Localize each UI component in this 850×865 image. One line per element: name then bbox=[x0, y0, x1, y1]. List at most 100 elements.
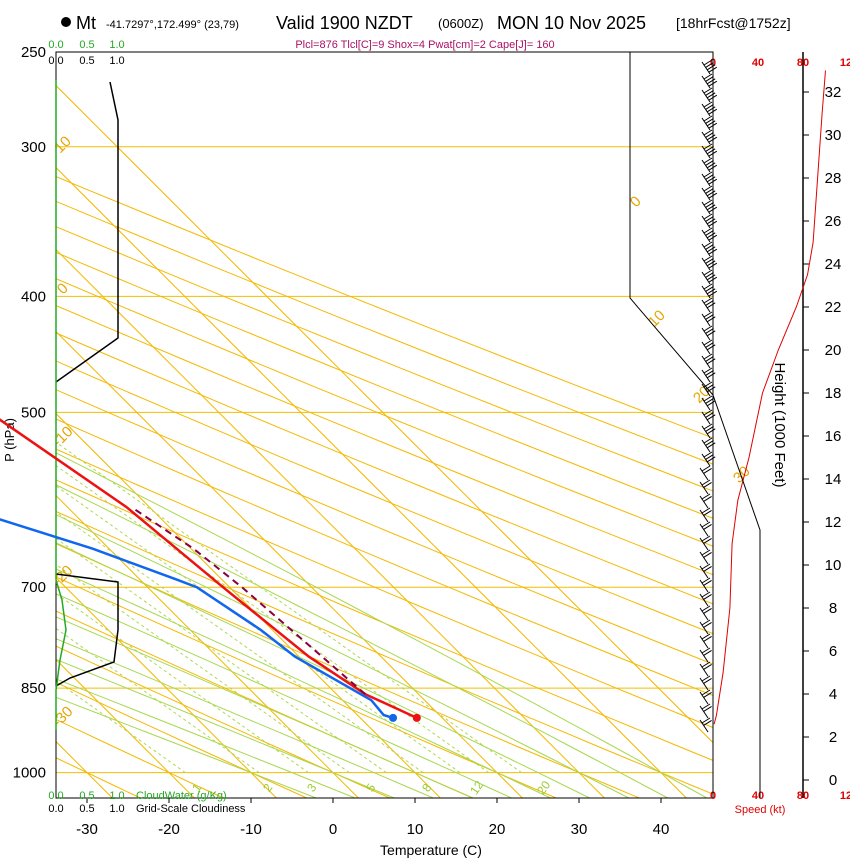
temperature-tick-label: 30 bbox=[571, 821, 588, 838]
moist-adiabat-line bbox=[56, 696, 317, 798]
height-tick-label: 30 bbox=[825, 127, 842, 144]
profile-dewpoint bbox=[0, 518, 394, 720]
pressure-tick-label: 500 bbox=[21, 404, 46, 421]
dry-adiabat-line bbox=[56, 576, 557, 798]
wind-barb-icon bbox=[701, 185, 718, 201]
wind-barb-icon bbox=[699, 619, 712, 635]
height-tick-label: 20 bbox=[825, 342, 842, 359]
surface-point-dewpoint bbox=[389, 713, 398, 722]
wind-barb-icon bbox=[701, 255, 718, 271]
dry-adiabat-line bbox=[56, 543, 640, 798]
moist-adiabat-line bbox=[56, 678, 356, 798]
mixing-ratio-line bbox=[56, 680, 186, 774]
height-tick-label: 16 bbox=[825, 428, 842, 445]
x-axis-title: Temperature (C) bbox=[380, 842, 482, 858]
station-dot-icon bbox=[61, 17, 71, 27]
zulu-time: (0600Z) bbox=[438, 16, 484, 31]
cloud-water-tick-top: 0.0 bbox=[48, 39, 63, 51]
boundary-line bbox=[629, 52, 761, 798]
moist-adiabat-line bbox=[56, 452, 708, 798]
cloud-water-tick-top: 0.5 bbox=[79, 39, 94, 51]
wind-barb-icon bbox=[701, 101, 718, 117]
wind-barb-icon bbox=[699, 479, 712, 495]
wind-barb-icon bbox=[701, 129, 718, 145]
cloudiness-label: Grid-Scale Cloudiness bbox=[136, 803, 246, 815]
height-tick-label: 18 bbox=[825, 385, 842, 402]
mixing-ratio-line bbox=[56, 592, 309, 774]
wind-barb-icon bbox=[701, 157, 718, 173]
wind-barb-icon bbox=[699, 521, 712, 537]
mixing-ratio-line bbox=[56, 627, 260, 774]
speed-axis-title: Speed (kt) bbox=[735, 804, 786, 816]
valid-time: Valid 1900 NZDT bbox=[276, 13, 413, 33]
wind-barb-icon bbox=[701, 437, 716, 453]
station-name: Mt bbox=[76, 13, 96, 33]
wind-barb-icon bbox=[699, 549, 712, 565]
height-tick-label: 26 bbox=[825, 213, 842, 230]
cloudiness-tick-bottom: 1.0 bbox=[109, 803, 124, 815]
height-tick-label: 22 bbox=[825, 299, 842, 316]
wind-barb-icon bbox=[701, 395, 716, 411]
wind-barb-icon bbox=[699, 465, 712, 481]
wind-barb-icon bbox=[699, 703, 712, 719]
wind-barb-icon bbox=[699, 689, 712, 705]
wind-barb-icon bbox=[699, 507, 712, 523]
temperature-tick-label: 20 bbox=[489, 821, 506, 838]
cloudiness-tick-top: 0.0 bbox=[48, 55, 63, 67]
height-tick-label: 6 bbox=[829, 643, 837, 660]
isotherm-line bbox=[56, 494, 359, 798]
wind-speed-line bbox=[713, 70, 826, 725]
wind-barb-icon bbox=[699, 717, 712, 733]
valid-date: MON 10 Nov 2025 bbox=[497, 13, 646, 33]
isotherm-label: -10 bbox=[49, 423, 76, 450]
wind-barb-icon bbox=[701, 283, 718, 299]
dry-adiabat-line bbox=[56, 718, 224, 798]
temperature-tick-label: -20 bbox=[158, 821, 180, 838]
profiles bbox=[0, 80, 421, 730]
moist-adiabat-line bbox=[56, 514, 629, 798]
temperature-tick-label: 0 bbox=[329, 821, 337, 838]
wind-barb-icon bbox=[701, 87, 718, 103]
speed-tick-top: 40 bbox=[752, 57, 764, 69]
stability-indices: Plcl=876 Tlcl[C]=9 Shox=4 Pwat[cm]=2 Cap… bbox=[295, 39, 554, 51]
cloudiness-trace bbox=[55, 81, 119, 687]
station-location: -41.7297°,172.499° (23,79) bbox=[106, 19, 239, 31]
pressure-tick-label: 250 bbox=[21, 44, 46, 61]
wind-barb-icon bbox=[701, 409, 716, 425]
dry-adiabat-line bbox=[56, 610, 474, 798]
wind-barb-icon bbox=[699, 577, 712, 593]
mixing-ratio-line bbox=[56, 485, 461, 774]
wind-barb-icon bbox=[701, 213, 718, 229]
isotherm-label: 10 bbox=[51, 133, 75, 157]
mixing-ratio-label: 20 bbox=[534, 778, 553, 797]
moist-adiabat-line bbox=[56, 658, 395, 798]
height-tick-label: 0 bbox=[829, 772, 837, 789]
forecast-info: [18hrFcst@1752z] bbox=[676, 15, 791, 31]
wind-barb-icon bbox=[701, 353, 716, 369]
wind-barb-icon bbox=[701, 59, 718, 75]
wind-barb-icon bbox=[699, 493, 712, 509]
moist-adiabat-line bbox=[56, 484, 669, 798]
wind-barb-icon bbox=[701, 199, 718, 215]
wind-barb-icon bbox=[701, 227, 718, 243]
dry-adiabat-line bbox=[56, 360, 713, 635]
cloud-water-tick-top: 1.0 bbox=[109, 39, 124, 51]
temperature-tick-label: 40 bbox=[653, 821, 670, 838]
height-tick-label: 28 bbox=[825, 170, 842, 187]
isotherm-line bbox=[56, 412, 441, 798]
dry-adiabat-line bbox=[56, 200, 713, 465]
height-tick-label: 14 bbox=[825, 471, 842, 488]
dry-adiabat-line bbox=[56, 332, 713, 605]
cloud-water-trace bbox=[55, 80, 67, 730]
speed-tick-bottom: 12 bbox=[840, 790, 850, 802]
isotherm-line bbox=[56, 84, 713, 744]
pressure-tick-label: 300 bbox=[21, 139, 46, 156]
wind-barb-icon bbox=[701, 311, 716, 327]
plot-frame bbox=[55, 51, 714, 799]
mixing-ratio-line bbox=[56, 537, 387, 774]
height-tick-label: 32 bbox=[825, 84, 842, 101]
wind-barb-icon bbox=[701, 339, 716, 355]
isotherm-line bbox=[56, 166, 687, 798]
speed-tick-bottom: 80 bbox=[797, 790, 809, 802]
